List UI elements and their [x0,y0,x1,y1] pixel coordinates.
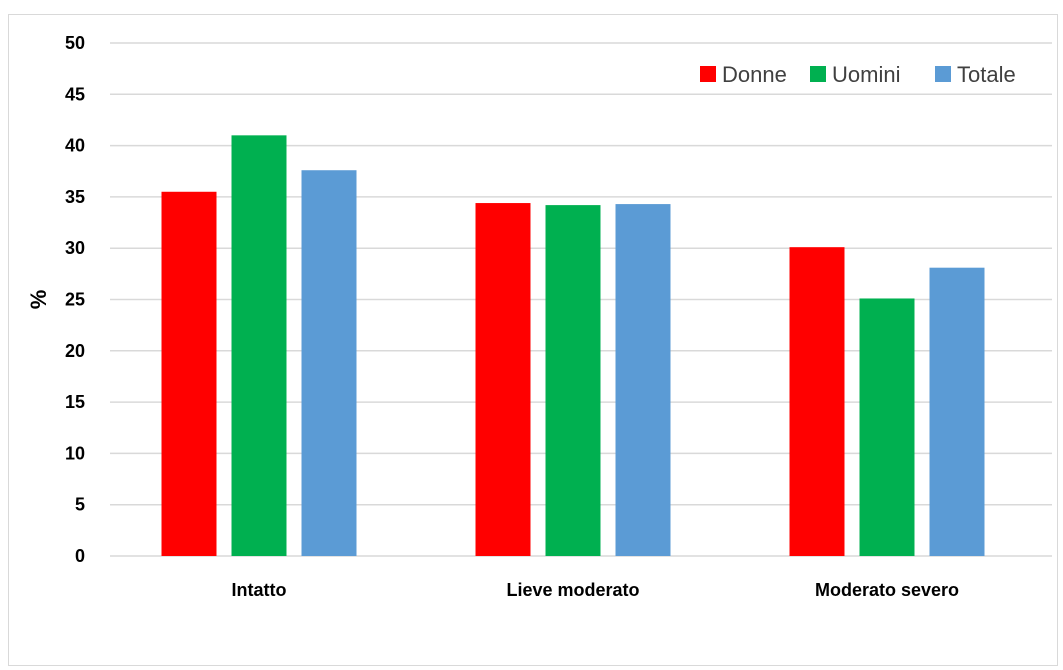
y-tick-label: 0 [75,546,85,566]
bar-totale-1 [301,170,357,556]
x-category-label: Moderato severo [815,580,959,600]
y-tick-label: 15 [65,392,85,412]
y-tick-label: 40 [65,136,85,156]
bar-donne-2 [475,203,531,556]
bar-donne-3 [789,247,845,556]
legend-swatch [810,66,826,82]
legend-label: Donne [722,62,787,87]
bar-uomini-2 [545,205,601,556]
x-category-label: Intatto [232,580,287,600]
y-tick-labels: 0 5 10 15 20 25 30 35 40 45 50 [65,33,85,566]
bars [161,135,985,556]
y-tick-label: 5 [75,495,85,515]
bar-donne-1 [161,191,217,556]
bar-totale-2 [615,204,671,556]
y-tick-label: 30 [65,238,85,258]
legend: Donne Uomini Totale [700,62,1016,87]
x-category-label: Lieve moderato [506,580,639,600]
y-tick-label: 45 [65,84,85,104]
bar-totale-3 [929,267,985,556]
y-axis-title: % [26,290,51,310]
legend-label: Uomini [832,62,900,87]
legend-swatch [935,66,951,82]
y-tick-label: 50 [65,33,85,53]
y-tick-label: 35 [65,187,85,207]
legend-label: Totale [957,62,1016,87]
bar-uomini-1 [231,135,287,556]
y-tick-label: 25 [65,290,85,310]
y-tick-label: 10 [65,443,85,463]
x-category-labels: Intatto Lieve moderato Moderato severo [232,580,960,600]
bar-uomini-3 [859,298,915,556]
legend-swatch [700,66,716,82]
y-tick-label: 20 [65,341,85,361]
